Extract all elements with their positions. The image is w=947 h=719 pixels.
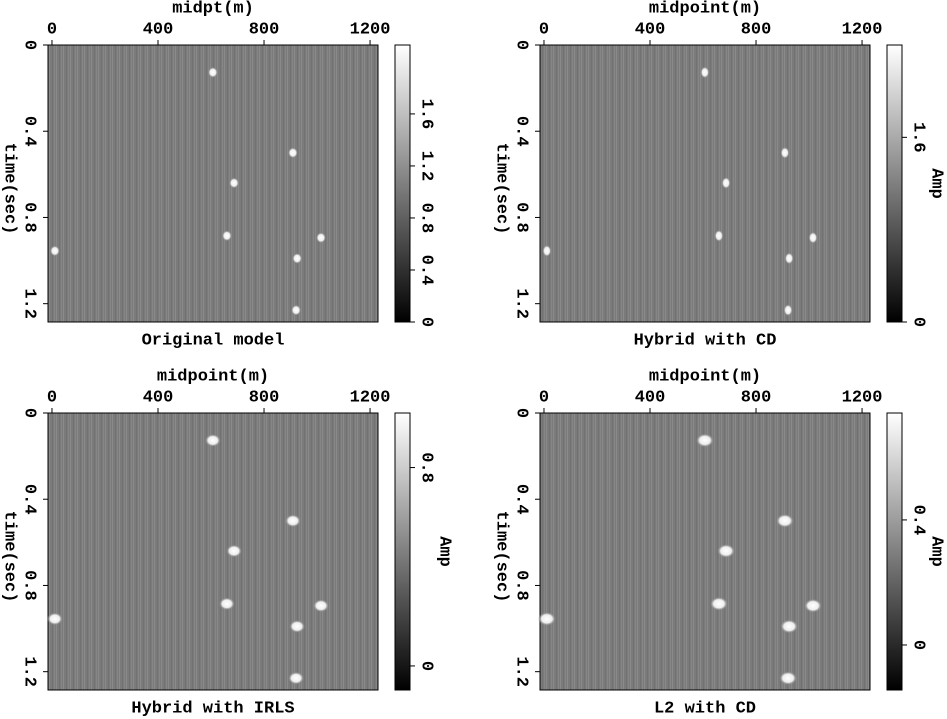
panel-title: Hybrid with CD [634, 331, 777, 350]
y-tick-label: 0.8 [512, 202, 531, 233]
y-tick-label: 0.8 [20, 570, 39, 601]
image-area [47, 412, 379, 691]
x-tick-label: 0 [47, 388, 57, 407]
image-area [47, 44, 379, 323]
y-tick-label: 0 [512, 408, 531, 418]
reflector-spot [218, 597, 235, 611]
reflector-spot [695, 433, 714, 448]
reflector-spot [288, 671, 305, 685]
x-tick-label: 800 [249, 20, 280, 39]
y-tick-label: 0.4 [20, 484, 39, 515]
colorbar-tick-label: 0 [417, 317, 436, 327]
reflector-spot [775, 513, 794, 528]
image-area [539, 412, 871, 691]
y-axis-label: time(sec) [492, 511, 511, 603]
y-tick-label: 0 [512, 40, 531, 50]
y-tick-label: 0.8 [20, 202, 39, 233]
y-tick-label: 1.2 [20, 656, 39, 687]
panel-title: Original model [142, 331, 285, 350]
x-tick-label: 400 [635, 20, 666, 39]
y-tick-label: 1.2 [512, 656, 531, 687]
reflector-spot [808, 231, 818, 244]
y-tick-label: 0.4 [512, 484, 531, 515]
x-tick-label: 1200 [350, 20, 391, 39]
colorbar-tick-label: 1.2 [417, 151, 436, 182]
reflector-spot [721, 176, 731, 189]
reflector-spot [289, 619, 306, 633]
reflector-spot [709, 596, 728, 611]
reflector-spot [49, 245, 60, 257]
colorbar-tick-label: 1.6 [417, 99, 436, 130]
colorbar-tick-label: 0.8 [417, 203, 436, 234]
reflector-spot [537, 611, 556, 626]
reflector-spot [313, 599, 330, 613]
reflector-spot [700, 66, 710, 79]
y-tick-label: 0.4 [20, 116, 39, 147]
colorbar [886, 412, 903, 691]
colorbar-tick-label: 0.4 [417, 255, 436, 286]
x-tick-label: 0 [47, 20, 57, 39]
panel-title: Hybrid with IRLS [131, 699, 294, 718]
reflector-spot [207, 66, 218, 78]
reflector-spot [714, 229, 724, 242]
colorbar-tick-label: 0 [909, 640, 928, 650]
reflector-spot [229, 177, 240, 189]
reflector-spot [804, 598, 823, 613]
x-tick-label: 800 [249, 388, 280, 407]
colorbar-tick-label: 1.6 [909, 122, 928, 153]
y-tick-label: 0 [20, 40, 39, 50]
colorbar-label: Amp [435, 536, 454, 567]
x-tick-label: 800 [741, 388, 772, 407]
y-axis-label: time(sec) [492, 143, 511, 235]
x-tick-label: 400 [635, 388, 666, 407]
reflector-spot [46, 612, 63, 626]
reflector-spot [783, 304, 793, 317]
y-tick-label: 1.2 [512, 288, 531, 319]
x-tick-label: 0 [539, 388, 549, 407]
y-tick-label: 0.8 [512, 570, 531, 601]
y-axis-label: time(sec) [0, 511, 19, 603]
colorbar-label: Amp [927, 536, 946, 567]
reflector-spot [284, 514, 301, 528]
reflector-spot [204, 433, 221, 447]
panel-title: L2 with CD [654, 699, 756, 718]
reflector-spot [542, 244, 552, 257]
reflector-spot [780, 146, 790, 159]
reflector-spot [717, 543, 736, 558]
y-tick-label: 1.2 [20, 288, 39, 319]
x-axis-label: midpoint(m) [649, 0, 761, 18]
x-axis-label: midpoint(m) [649, 367, 761, 386]
colorbar-tick-label: 0 [909, 317, 928, 327]
colorbar [886, 44, 903, 323]
colorbar [394, 44, 411, 323]
x-tick-label: 400 [143, 388, 174, 407]
image-area [539, 44, 871, 323]
reflector-spot [291, 304, 302, 316]
reflector-spot [316, 232, 327, 244]
x-tick-label: 0 [539, 20, 549, 39]
reflector-spot [779, 671, 798, 686]
y-tick-label: 0 [20, 408, 39, 418]
x-axis-label: midpoint(m) [157, 367, 269, 386]
reflector-spot [287, 147, 298, 159]
reflector-spot [780, 619, 799, 634]
colorbar-tick-label: 0.8 [417, 452, 436, 483]
colorbar [394, 412, 411, 691]
reflector-spot [226, 544, 243, 558]
y-axis-label: time(sec) [0, 143, 19, 235]
y-tick-label: 0.4 [512, 116, 531, 147]
colorbar-tick-label: 0 [417, 661, 436, 671]
x-tick-label: 800 [741, 20, 772, 39]
x-tick-label: 1200 [842, 20, 883, 39]
reflector-spot [292, 252, 303, 264]
x-tick-label: 400 [143, 20, 174, 39]
x-axis-label: midpt(m) [172, 0, 254, 18]
reflector-spot [221, 230, 232, 242]
x-tick-label: 1200 [350, 388, 391, 407]
reflector-spot [784, 252, 794, 265]
colorbar-label: Amp [927, 168, 946, 199]
colorbar-tick-label: 0.4 [909, 505, 928, 536]
x-tick-label: 1200 [842, 388, 883, 407]
